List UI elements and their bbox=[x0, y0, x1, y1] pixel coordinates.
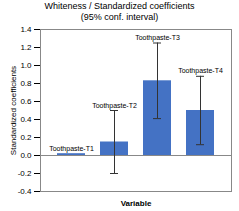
svg-text:Toothpaste-T2: Toothpaste-T2 bbox=[92, 102, 137, 110]
svg-text:0.2: 0.2 bbox=[20, 133, 32, 142]
svg-text:-0.2: -0.2 bbox=[18, 169, 32, 178]
svg-text:-0.4: -0.4 bbox=[18, 187, 32, 196]
svg-text:1.0: 1.0 bbox=[20, 61, 32, 70]
svg-text:0.6: 0.6 bbox=[20, 97, 32, 106]
html-text:(95% conf. interval): (95% conf. interval) bbox=[80, 12, 159, 22]
svg-text:1.2: 1.2 bbox=[20, 43, 32, 52]
svg-text:0.4: 0.4 bbox=[20, 115, 32, 124]
svg-text:0.8: 0.8 bbox=[20, 79, 32, 88]
svg-text:Toothpaste-T3: Toothpaste-T3 bbox=[135, 34, 180, 42]
svg-text:0.0: 0.0 bbox=[20, 151, 32, 160]
svg-text:Toothpaste-T4: Toothpaste-T4 bbox=[178, 67, 223, 75]
svg-text:Toothpaste-T1: Toothpaste-T1 bbox=[49, 145, 94, 153]
svg-text:Standardized coefficients: Standardized coefficients bbox=[9, 66, 18, 155]
html-text:Whiteness / Standardized coeff: Whiteness / Standardized coefficients bbox=[44, 1, 195, 11]
svg-text:1.4: 1.4 bbox=[20, 25, 32, 34]
svg-text:Variable: Variable bbox=[121, 199, 152, 208]
